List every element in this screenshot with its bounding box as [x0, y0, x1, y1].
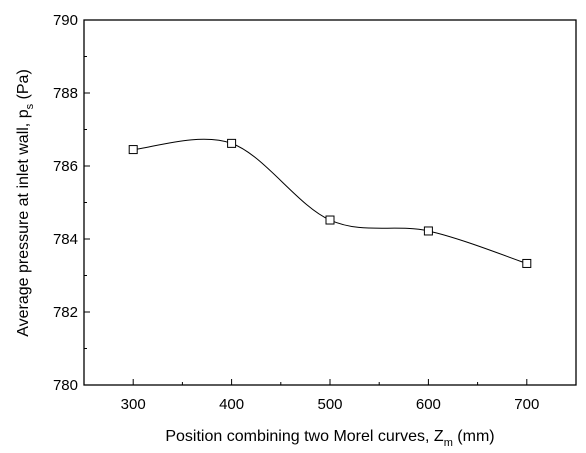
x-tick-label: 300 [121, 396, 146, 413]
data-point-marker [423, 226, 433, 236]
y-tick-label: 786 [53, 158, 78, 175]
series-curve [133, 138, 527, 264]
y-tick-label: 784 [53, 231, 78, 248]
x-tick-label: 700 [514, 396, 539, 413]
x-tick-label: 600 [416, 396, 441, 413]
series-markers [128, 138, 532, 268]
y-tick-label: 788 [53, 85, 78, 102]
y-axis-ticks [84, 19, 90, 386]
x-axis-tick-labels: 300 400 500 600 700 [121, 396, 540, 413]
data-point-marker [325, 215, 335, 225]
y-axis-title: Average pressure at inlet wall, ps (Pa) [15, 69, 36, 337]
y-tick-label: 780 [53, 377, 78, 394]
data-point-marker [522, 258, 532, 268]
x-tick-label: 400 [219, 396, 244, 413]
y-tick-label: 790 [53, 12, 78, 29]
data-point-marker [128, 145, 138, 155]
y-axis-tick-labels: 780 782 784 786 788 790 [53, 12, 78, 394]
data-point-marker [227, 138, 237, 148]
x-tick-label: 500 [317, 396, 342, 413]
plot-frame [83, 19, 577, 386]
y-tick-label: 782 [53, 304, 78, 321]
x-axis-title: Position combining two Morel curves, Zm … [165, 428, 494, 449]
x-axis-ticks [132, 379, 528, 385]
